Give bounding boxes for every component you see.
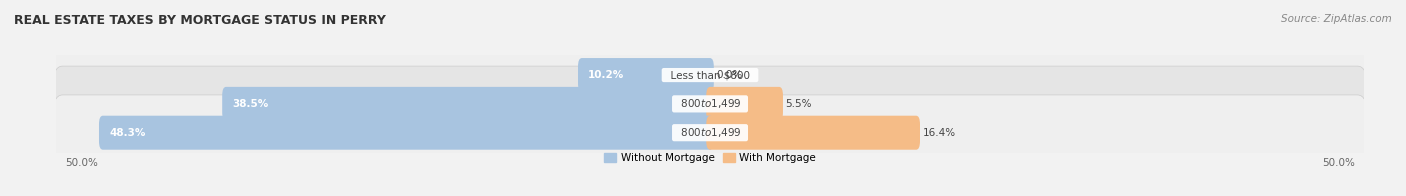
Text: Less than $800: Less than $800: [664, 70, 756, 80]
Text: Source: ZipAtlas.com: Source: ZipAtlas.com: [1281, 14, 1392, 24]
FancyBboxPatch shape: [706, 116, 920, 150]
FancyBboxPatch shape: [706, 87, 783, 121]
FancyBboxPatch shape: [98, 116, 714, 150]
FancyBboxPatch shape: [578, 58, 714, 92]
Text: 0.0%: 0.0%: [716, 70, 742, 80]
Text: 10.2%: 10.2%: [588, 70, 624, 80]
Text: 38.5%: 38.5%: [232, 99, 269, 109]
Legend: Without Mortgage, With Mortgage: Without Mortgage, With Mortgage: [602, 151, 818, 165]
Text: REAL ESTATE TAXES BY MORTGAGE STATUS IN PERRY: REAL ESTATE TAXES BY MORTGAGE STATUS IN …: [14, 14, 385, 27]
FancyBboxPatch shape: [52, 66, 1368, 142]
FancyBboxPatch shape: [52, 95, 1368, 171]
Text: 5.5%: 5.5%: [786, 99, 813, 109]
Text: 16.4%: 16.4%: [922, 128, 956, 138]
FancyBboxPatch shape: [52, 37, 1368, 113]
Text: $800 to $1,499: $800 to $1,499: [673, 126, 747, 139]
FancyBboxPatch shape: [222, 87, 714, 121]
Text: 48.3%: 48.3%: [110, 128, 145, 138]
Text: $800 to $1,499: $800 to $1,499: [673, 97, 747, 110]
